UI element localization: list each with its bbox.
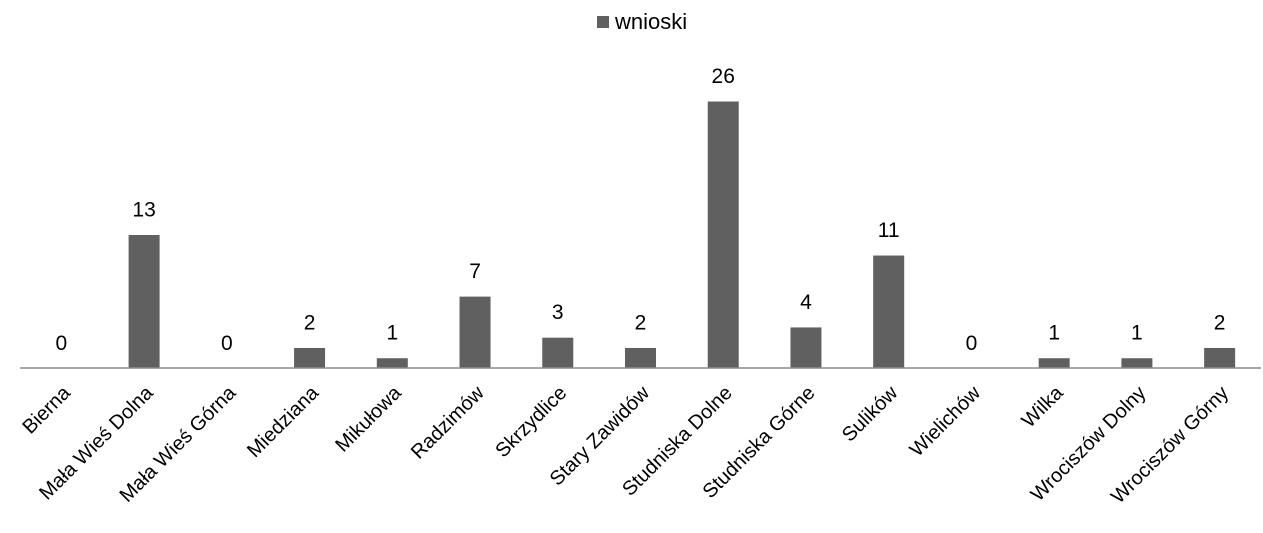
bar	[789, 326, 823, 369]
value-label: 2	[1214, 311, 1226, 334]
value-label: 26	[712, 65, 735, 88]
bar	[541, 336, 575, 369]
legend-swatch	[597, 16, 609, 28]
value-label: 7	[469, 260, 481, 283]
bar	[706, 100, 740, 369]
value-label: 11	[878, 219, 900, 242]
bar	[624, 346, 657, 369]
value-label: 0	[221, 332, 233, 355]
category-label: Radzimów	[407, 382, 489, 464]
value-label: 13	[132, 199, 155, 222]
value-label: 1	[386, 322, 398, 345]
bar	[1037, 357, 1071, 369]
bar	[127, 234, 161, 369]
bar	[1120, 357, 1154, 369]
bar	[1203, 346, 1237, 369]
bars-group	[127, 100, 1237, 369]
bar	[293, 346, 327, 369]
value-label: 1	[1048, 322, 1060, 345]
value-label: 2	[635, 311, 647, 334]
category-label: Skrzydlice	[491, 382, 571, 462]
chart-legend: wnioski	[597, 10, 687, 34]
legend-label: wnioski	[615, 9, 688, 34]
bar	[872, 254, 906, 369]
value-label: 0	[966, 332, 978, 355]
category-label: Sulików	[838, 382, 903, 447]
value-label: 2	[304, 311, 316, 334]
category-label: Bierna	[18, 381, 75, 438]
category-label: Mikułowa	[331, 381, 406, 456]
bar	[458, 295, 492, 369]
value-label: 1	[1131, 322, 1143, 345]
category-label: Wielichów	[906, 382, 986, 462]
category-label: Miedziana	[243, 381, 324, 462]
category-label: Wilka	[1018, 381, 1069, 432]
value-label: 4	[800, 291, 812, 314]
value-label: 0	[56, 332, 68, 355]
bar	[375, 357, 409, 369]
value-label: 3	[552, 301, 564, 324]
